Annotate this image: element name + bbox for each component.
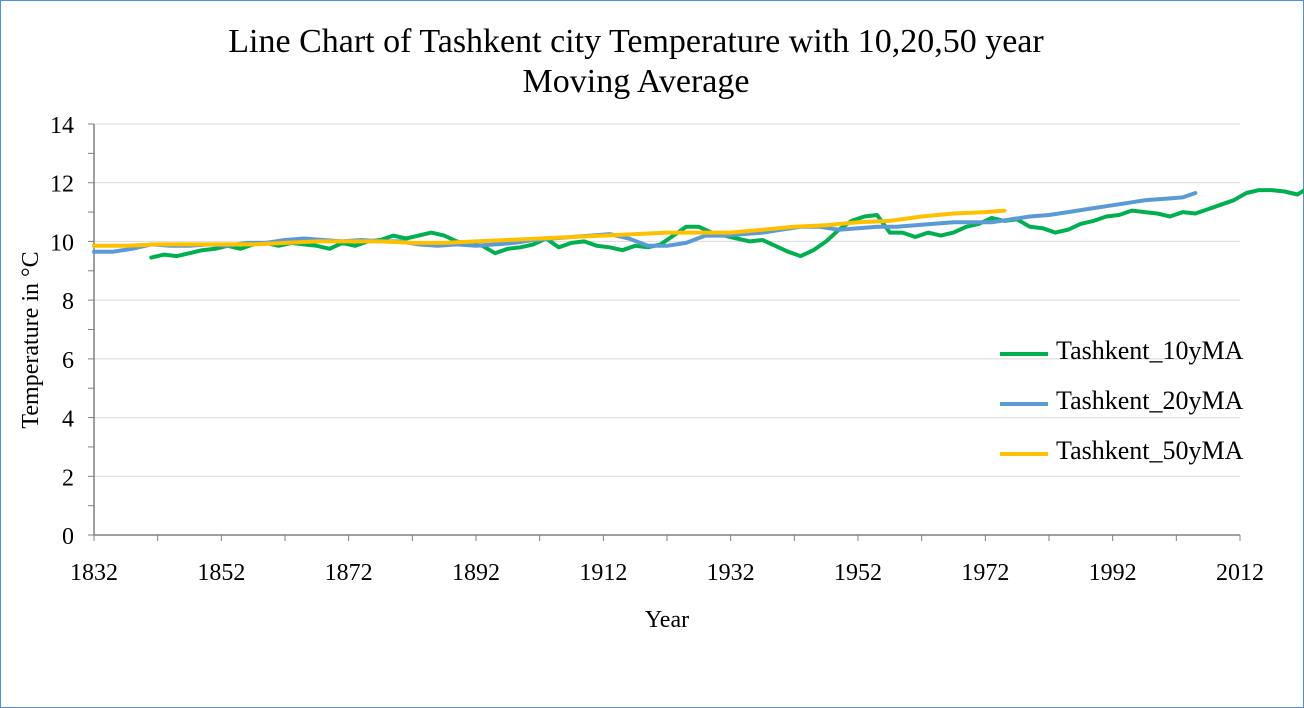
legend-swatch-50yma (1000, 452, 1048, 456)
x-tick-label-1912: 1912 (579, 560, 627, 586)
series-line-Tashkent_10yMA (149, 188, 1304, 260)
legend-label-20yma: Tashkent_20yMA (1056, 386, 1244, 415)
x-tick-label-2012: 2012 (1216, 560, 1264, 586)
series-line-Tashkent_50yMA (92, 208, 1007, 248)
chart-title-line-2: Moving Average (522, 63, 750, 100)
y-axis-title: Temperature in °C (18, 251, 44, 428)
y-tick-label-0: 0 (62, 524, 74, 550)
y-tick-label-8: 8 (62, 289, 74, 315)
x-tick-label-1872: 1872 (325, 560, 373, 586)
x-tick-label-1852: 1852 (197, 560, 245, 586)
y-tick-label-2: 2 (62, 465, 74, 491)
legend-swatch-10yma (1000, 352, 1048, 356)
legend-swatch-20yma (1000, 402, 1048, 406)
x-tick-label-1892: 1892 (452, 560, 500, 586)
x-tick-label-1932: 1932 (707, 560, 755, 586)
y-tick-label-4: 4 (62, 407, 74, 433)
y-tick-label-14: 14 (50, 113, 74, 139)
legend-label-50yma: Tashkent_50yMA (1056, 436, 1244, 465)
chart-title: Line Chart of Tashkent city Temperature … (0, 22, 1272, 102)
x-tick-label-1832: 1832 (70, 560, 118, 586)
chart-title-line-1: Line Chart of Tashkent city Temperature … (228, 23, 1044, 60)
y-tick-label-6: 6 (62, 348, 74, 374)
legend-label-10yma: Tashkent_10yMA (1056, 336, 1244, 365)
y-tick-label-12: 12 (50, 172, 74, 198)
x-tick-label-1972: 1972 (961, 560, 1009, 586)
series-line-Tashkent_20yMA (92, 191, 1198, 254)
x-tick-label-1992: 1992 (1089, 560, 1137, 586)
x-axis-title: Year (645, 607, 689, 633)
y-tick-label-10: 10 (50, 230, 74, 256)
x-tick-label-1952: 1952 (834, 560, 882, 586)
